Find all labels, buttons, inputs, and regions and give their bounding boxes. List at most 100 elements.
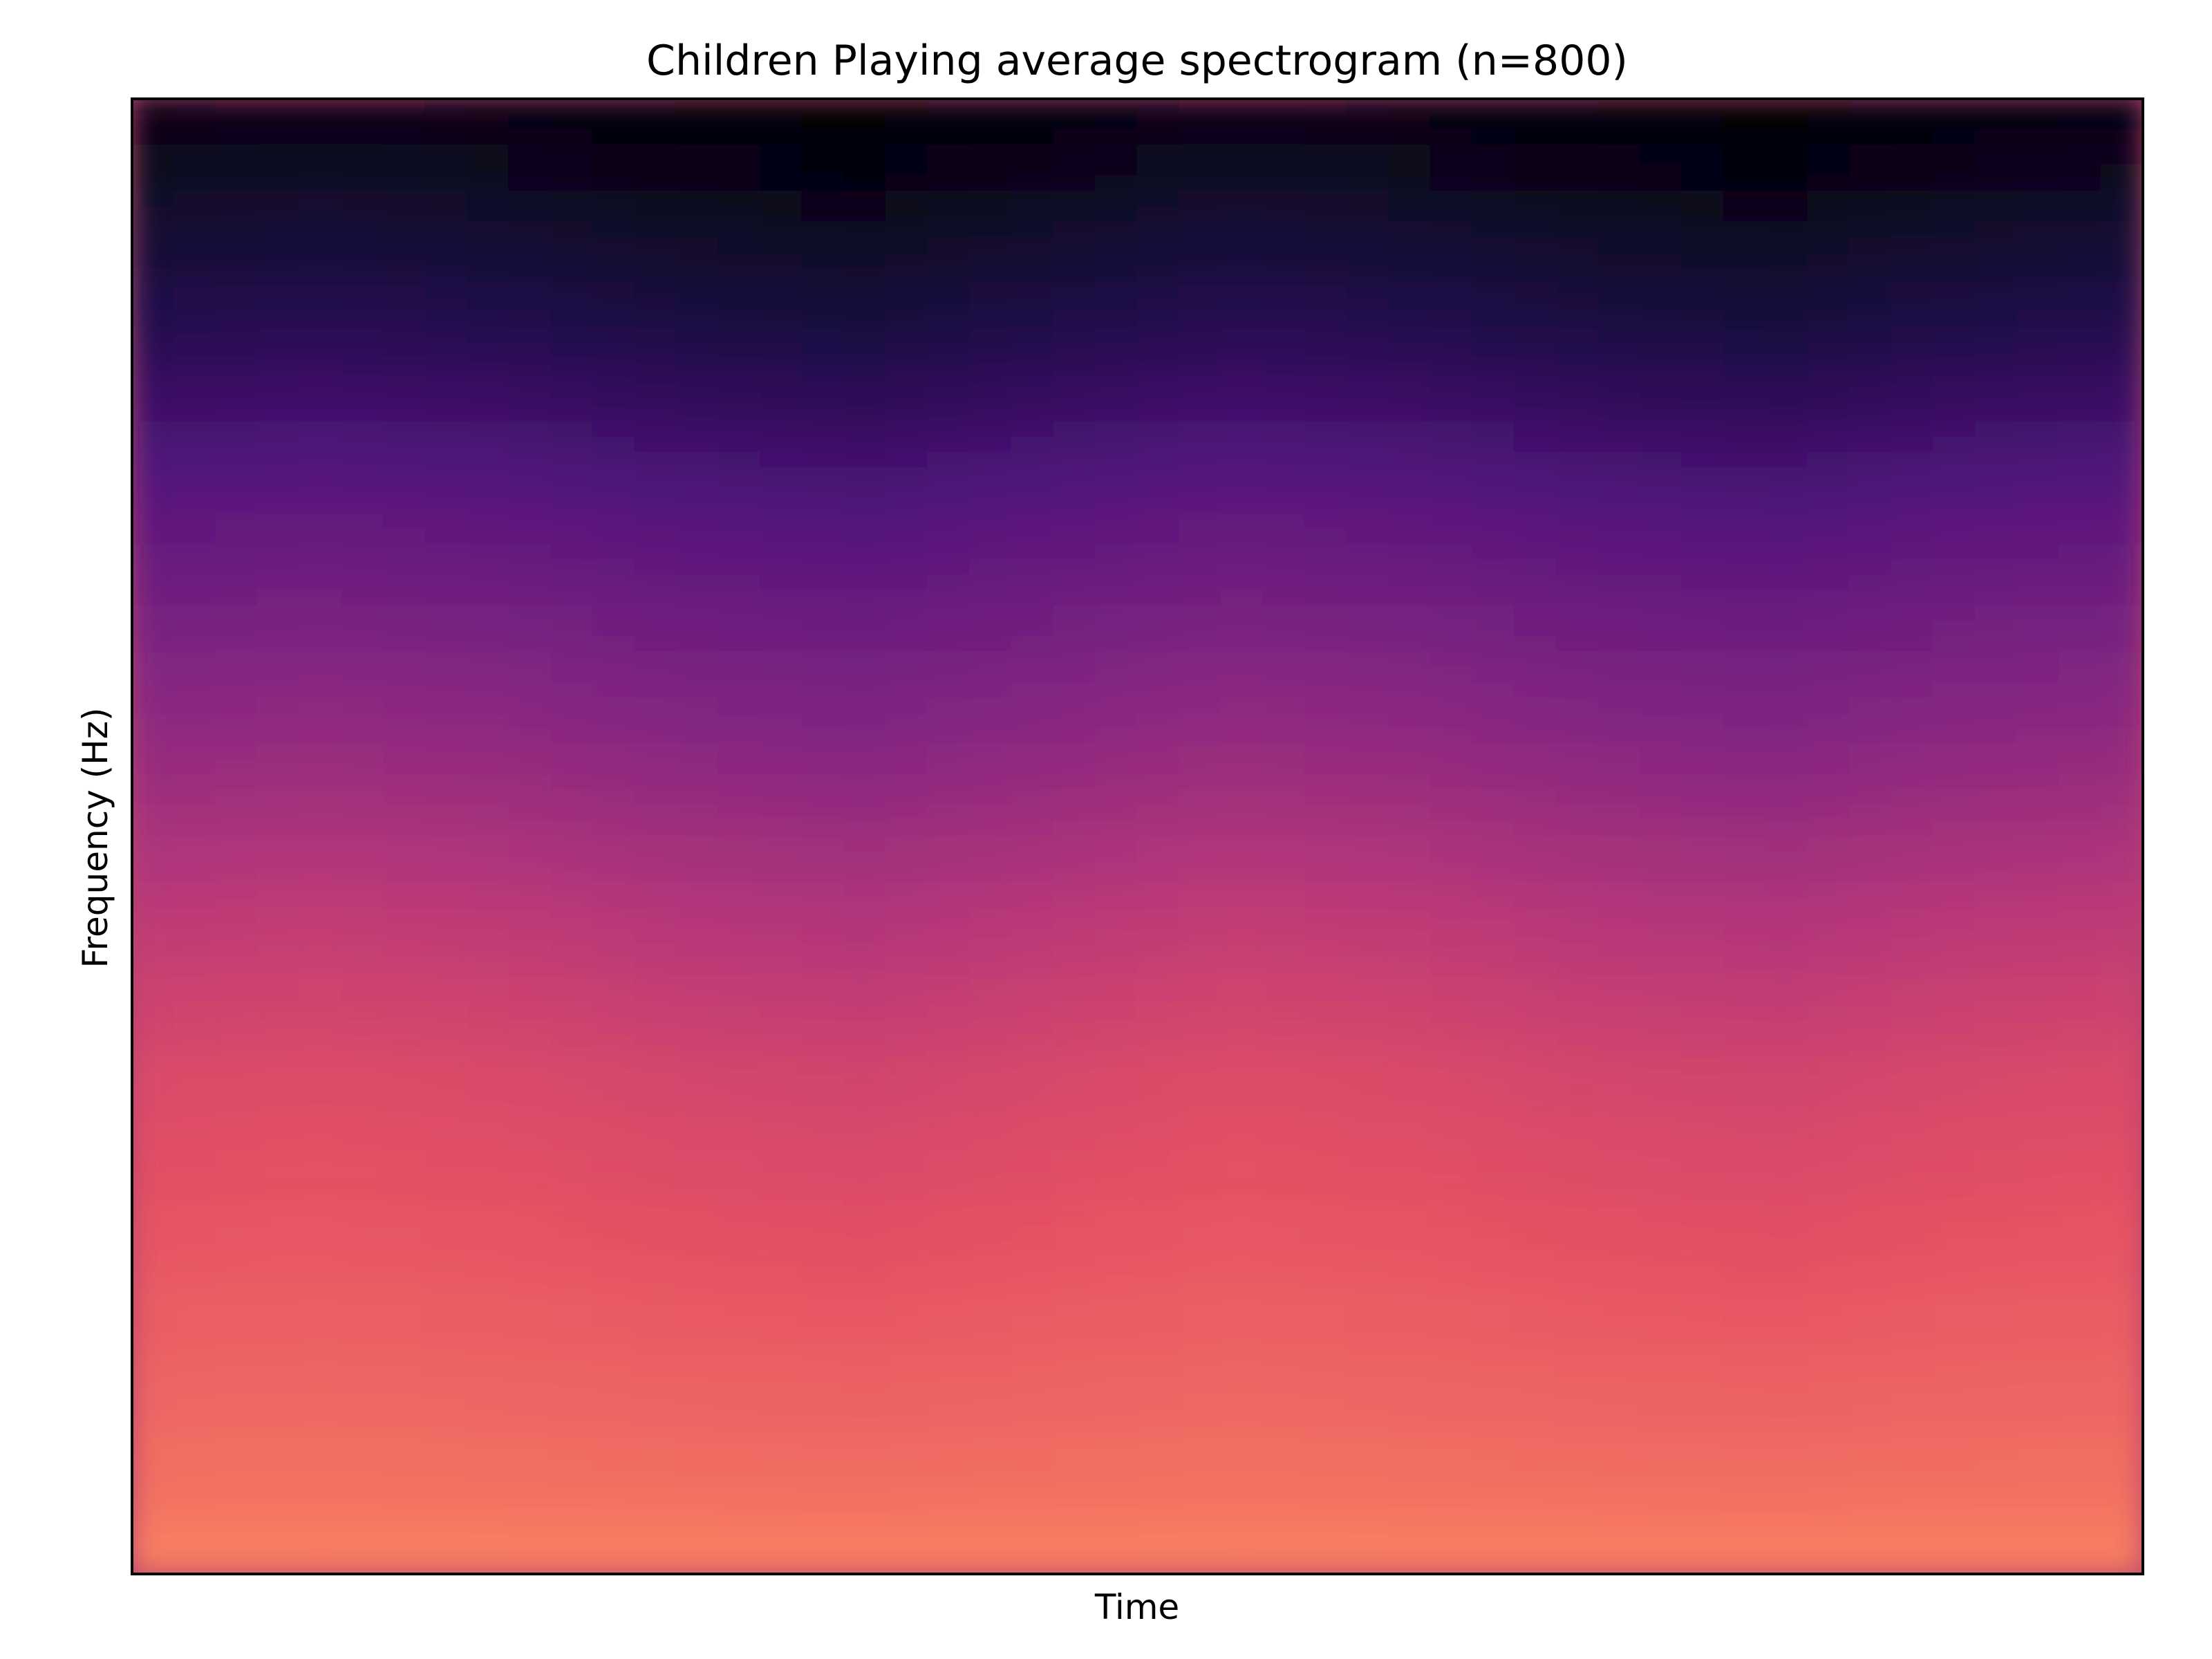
heatmap-cell [885,666,929,684]
heatmap-cell [1639,682,1683,699]
heatmap-cell [1304,1419,1348,1436]
heatmap-cell [2058,1342,2102,1360]
heatmap-cell [1848,1204,1893,1221]
heatmap-cell [2016,113,2060,131]
heatmap-cell [2016,897,2060,915]
heatmap-cell [1053,1096,1096,1114]
heatmap-cell [215,559,259,577]
heatmap-cell [173,1158,217,1176]
heatmap-cell [341,1557,384,1574]
heatmap-cell [382,1096,427,1114]
heatmap-cell [1136,1189,1181,1206]
heatmap-cell [1807,328,1850,346]
heatmap-cell [215,1296,259,1314]
heatmap-cell [675,252,720,269]
heatmap-cell [1388,1096,1432,1114]
heatmap-cell [885,129,929,146]
heatmap-cell [550,1204,594,1221]
heatmap-cell [718,1174,762,1191]
heatmap-cell [1807,175,1850,192]
heatmap-cell [1472,236,1515,254]
heatmap-cell [969,1419,1013,1436]
heatmap-cell [1472,651,1515,668]
heatmap-cell [885,928,929,945]
heatmap-cell [132,682,175,699]
heatmap-cell [550,1342,594,1360]
heatmap-cell [1220,1465,1264,1483]
heatmap-cell [2058,836,2102,853]
heatmap-cell [1430,590,1474,607]
heatmap-cell [173,1189,217,1206]
heatmap-cell [592,1374,636,1391]
heatmap-cell [1179,1127,1222,1145]
heatmap-cell [215,1527,259,1544]
heatmap-cell [969,1235,1013,1253]
heatmap-cell [1472,1004,1515,1022]
heatmap-cell [341,375,384,392]
heatmap-cell [1639,528,1683,545]
heatmap-cell [1388,836,1432,853]
heatmap-cell [1513,190,1557,207]
heatmap-cell [1932,1143,1976,1160]
heatmap-cell [550,590,594,607]
heatmap-cell [801,682,845,699]
heatmap-cell [424,1374,468,1391]
heatmap-cell [1011,743,1055,760]
heatmap-cell [550,620,594,638]
heatmap-cell [1513,528,1557,545]
heatmap-cell [801,1250,845,1268]
heatmap-cell [634,820,677,837]
heatmap-cell [299,313,343,330]
heatmap-cell [1011,1219,1055,1237]
heatmap-cell [718,1374,762,1391]
heatmap-cell [256,1158,301,1176]
heatmap-cell [1932,866,1976,883]
heatmap-cell [885,1327,929,1344]
heatmap-cell [969,451,1013,469]
heatmap-cell [299,574,343,592]
heatmap-cell [927,697,971,715]
heatmap-cell [1723,974,1767,991]
heatmap-cell [1807,1035,1850,1053]
heatmap-cell [1011,774,1055,791]
heatmap-cell [634,113,677,131]
heatmap-cell [634,728,677,745]
heatmap-cell [1430,697,1474,715]
heatmap-cell [1220,805,1264,822]
heatmap-cell [1220,559,1264,577]
heatmap-cell [1807,1127,1850,1145]
heatmap-cell [1472,1481,1515,1498]
heatmap-cell [1053,513,1096,530]
heatmap-cell [1723,175,1767,192]
heatmap-cell [1681,928,1725,945]
heatmap-cell [508,267,552,284]
heatmap-cell [1346,313,1390,330]
heatmap-cell [801,252,845,269]
heatmap-cell [466,559,510,577]
heatmap-cell [675,636,720,653]
heatmap-cell [1639,482,1683,499]
heatmap-cell [1220,789,1264,807]
heatmap-cell [299,1174,343,1191]
heatmap-cell [1304,543,1348,561]
heatmap-cell [1346,1296,1390,1314]
heatmap-cell [718,159,762,177]
heatmap-cell [718,1066,762,1083]
heatmap-cell [173,897,217,915]
heatmap-cell [1430,159,1474,177]
heatmap-cell [592,1158,636,1176]
heatmap-cell [1723,236,1767,254]
heatmap-cell [634,1035,677,1053]
heatmap-cell [1891,113,1934,131]
heatmap-cell [256,774,301,791]
heatmap-cell [927,497,971,515]
heatmap-cell [173,774,217,791]
heatmap-cell [1891,236,1934,254]
heatmap-cell [382,1266,427,1283]
heatmap-cell [424,943,468,960]
heatmap-cell [424,1250,468,1268]
heatmap-cell [801,1158,845,1176]
heatmap-cell [801,1465,845,1483]
heatmap-cell [173,297,217,315]
heatmap-cell [1932,1266,1976,1283]
